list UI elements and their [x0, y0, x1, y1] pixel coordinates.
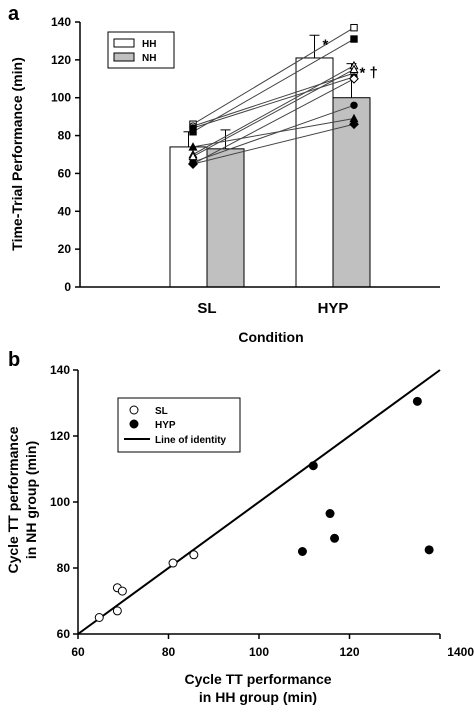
panel-b-x-tick-label: 100 — [249, 645, 269, 659]
legend-nh-label: NH — [142, 53, 156, 64]
individual-line — [192, 68, 355, 157]
scatter-point-sl — [189, 550, 199, 560]
panel-b-y-tick-label: 60 — [57, 627, 71, 641]
panel-a-axes — [79, 22, 440, 288]
panel-a-y-tick-label: 60 — [58, 166, 72, 180]
panel-a-y-tick-label: 120 — [51, 53, 71, 67]
panel-b-y-tick-label: 120 — [50, 429, 70, 443]
individual-line — [192, 38, 355, 133]
individual-marker-square-open — [350, 23, 358, 32]
scatter-point-sl — [117, 586, 127, 596]
individual-line — [192, 72, 355, 127]
panel-a-x-axis-title: Condition — [238, 329, 303, 345]
legend-nh-swatch — [113, 52, 135, 62]
individual-marker-square-filled — [350, 35, 358, 43]
legend-sl-label: SL — [155, 406, 168, 417]
legend-hh-label: HH — [142, 39, 156, 50]
panel-a-individual-markers — [188, 23, 359, 169]
panel-a-y-ticks: 0 20 40 60 80 100 120 140 — [51, 15, 80, 294]
panel-a-y-tick-label: 40 — [58, 204, 72, 218]
panel-b-legend: SL HYP Line of identity — [117, 397, 241, 453]
panel-a-y-tick-label: 100 — [51, 91, 71, 105]
individual-line — [192, 123, 355, 165]
individual-line — [192, 27, 355, 125]
scatter-point-hyp — [297, 547, 307, 556]
legend-hyp-label: HYP — [155, 420, 176, 431]
panel-b-y-axis-title-line2: in NH group (min) — [23, 441, 39, 559]
bar-nh-hyp — [332, 97, 371, 288]
panel-a-category-labels: SL HYP — [197, 300, 348, 317]
panel-a-category-label: HYP — [318, 300, 349, 317]
individual-marker-triangle-open — [188, 151, 198, 161]
panel-a-legend-box — [107, 31, 175, 69]
panel-b-y-ticks: 60 80 100 120 140 — [50, 363, 78, 641]
panel-b-y-axis-title-line1: Cycle TT performance — [5, 426, 21, 573]
panel-b-x-tick-label: 80 — [162, 645, 176, 659]
panel-b-chart: 60 80 100 120 140 60 80 100 120 1400 SL HYP Line… — [5, 363, 474, 705]
panel-b-y-tick-label: 80 — [57, 561, 71, 575]
individual-marker-diamond-filled — [349, 119, 359, 130]
scatter-point-sl — [94, 613, 104, 622]
panel-a-y-tick-label: 140 — [51, 15, 71, 29]
panel-a-letter: a — [8, 3, 20, 25]
individual-marker-circle-filled — [189, 124, 197, 132]
individual-marker-triangle-open — [349, 64, 359, 74]
panel-b-x-axis-title-line2: in HH group (min) — [199, 689, 317, 705]
panel-a-annotations: * * † — [323, 36, 378, 81]
scatter-point-hyp — [330, 533, 340, 543]
legend-sl-marker — [129, 405, 139, 415]
panel-a-y-tick-label: 80 — [58, 129, 72, 143]
legend-identity-label: Line of identity — [155, 435, 227, 446]
panel-a-significance-mark: * — [323, 36, 329, 53]
panel-a-legend: HH NH — [107, 31, 175, 69]
individual-line — [192, 76, 355, 129]
scatter-point-hyp — [325, 509, 335, 519]
panel-a-individual-lines — [192, 27, 355, 165]
scatter-point-hyp — [308, 461, 318, 471]
bar-nh-sl — [206, 148, 245, 288]
panel-a-y-tick-label: 0 — [64, 280, 71, 294]
panel-b-x-axis-title-line1: Cycle TT performance — [184, 671, 331, 687]
panel-b-x-ticks: 60 80 100 120 1400 — [71, 634, 474, 659]
panel-b-x-tick-label: 60 — [71, 645, 85, 659]
individual-line — [192, 65, 355, 155]
panel-b-y-tick-label: 140 — [50, 363, 70, 377]
scatter-point-hyp — [412, 396, 422, 406]
panel-b-x-tick-label: 120 — [339, 645, 359, 659]
legend-hyp-marker — [129, 419, 139, 429]
scatter-point-hyp — [424, 545, 434, 555]
panel-b-x-tick-label: 1400 — [447, 645, 474, 659]
individual-marker-triangle-filled — [188, 142, 198, 151]
individual-marker-circle-filled — [350, 101, 358, 109]
individual-marker-diamond-open — [349, 73, 359, 84]
panel-b-y-tick-label: 100 — [50, 495, 70, 509]
panel-a-y-axis-title: Time-Trial Performance (min) — [9, 57, 25, 250]
scatter-point-sl — [168, 558, 178, 568]
bar-hh-hyp — [295, 57, 334, 288]
panel-a-chart: 0 20 40 60 80 100 120 140 SL HYP * * † HH NH Time… — [9, 15, 440, 345]
panel-a-category-label: SL — [197, 300, 216, 317]
panel-b-points — [94, 396, 434, 622]
bar-hh-sl — [169, 146, 208, 288]
panel-a-y-tick-label: 20 — [58, 242, 72, 256]
panel-b-letter: b — [8, 349, 20, 371]
scatter-point-sl — [112, 606, 122, 616]
identity-line — [77, 369, 441, 635]
individual-line — [192, 78, 355, 165]
panel-a-bars — [169, 57, 371, 288]
individual-line — [192, 104, 355, 163]
panel-a-significance-mark: * † — [360, 65, 378, 82]
legend-hh-swatch — [113, 38, 135, 48]
